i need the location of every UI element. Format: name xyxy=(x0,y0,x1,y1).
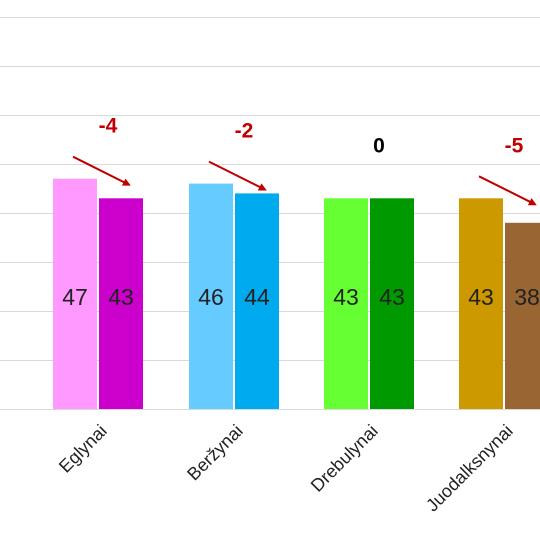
bars xyxy=(53,178,540,409)
change-label: -5 xyxy=(505,134,524,157)
bar xyxy=(370,198,414,409)
data-label: 43 xyxy=(108,284,134,310)
data-labels: 47 43 46 44 43 43 43 38 xyxy=(62,284,540,310)
x-axis-labels: EglynaiBeržynaiDrebulynaiJuodalksnynaiBa… xyxy=(55,421,517,516)
change-arrow xyxy=(208,160,267,191)
bar xyxy=(189,183,233,409)
bar xyxy=(53,178,97,409)
change-label: -2 xyxy=(235,120,254,143)
change-label: -4 xyxy=(99,115,118,138)
change-arrow xyxy=(478,175,537,206)
bar xyxy=(459,198,503,409)
data-label: 46 xyxy=(198,284,224,310)
x-tick-label: Drebulynai xyxy=(307,421,382,496)
change-arrow xyxy=(72,155,131,186)
x-tick-label: Eglynai xyxy=(55,421,111,477)
data-label: 44 xyxy=(244,284,270,310)
change-annotations: -4 -2 0 -5 xyxy=(72,115,537,206)
data-label: 43 xyxy=(379,284,405,310)
data-label: 43 xyxy=(468,284,494,310)
data-label: 43 xyxy=(333,284,359,310)
change-label: 0 xyxy=(373,134,385,157)
bar xyxy=(324,198,368,409)
data-label: 38 xyxy=(514,284,540,310)
x-tick-label: Juodalksnynai xyxy=(422,421,517,516)
x-tick-label: Beržynai xyxy=(183,421,247,485)
data-label: 47 xyxy=(62,284,88,310)
bar xyxy=(99,198,143,409)
bar xyxy=(235,193,279,409)
bar xyxy=(505,222,540,409)
